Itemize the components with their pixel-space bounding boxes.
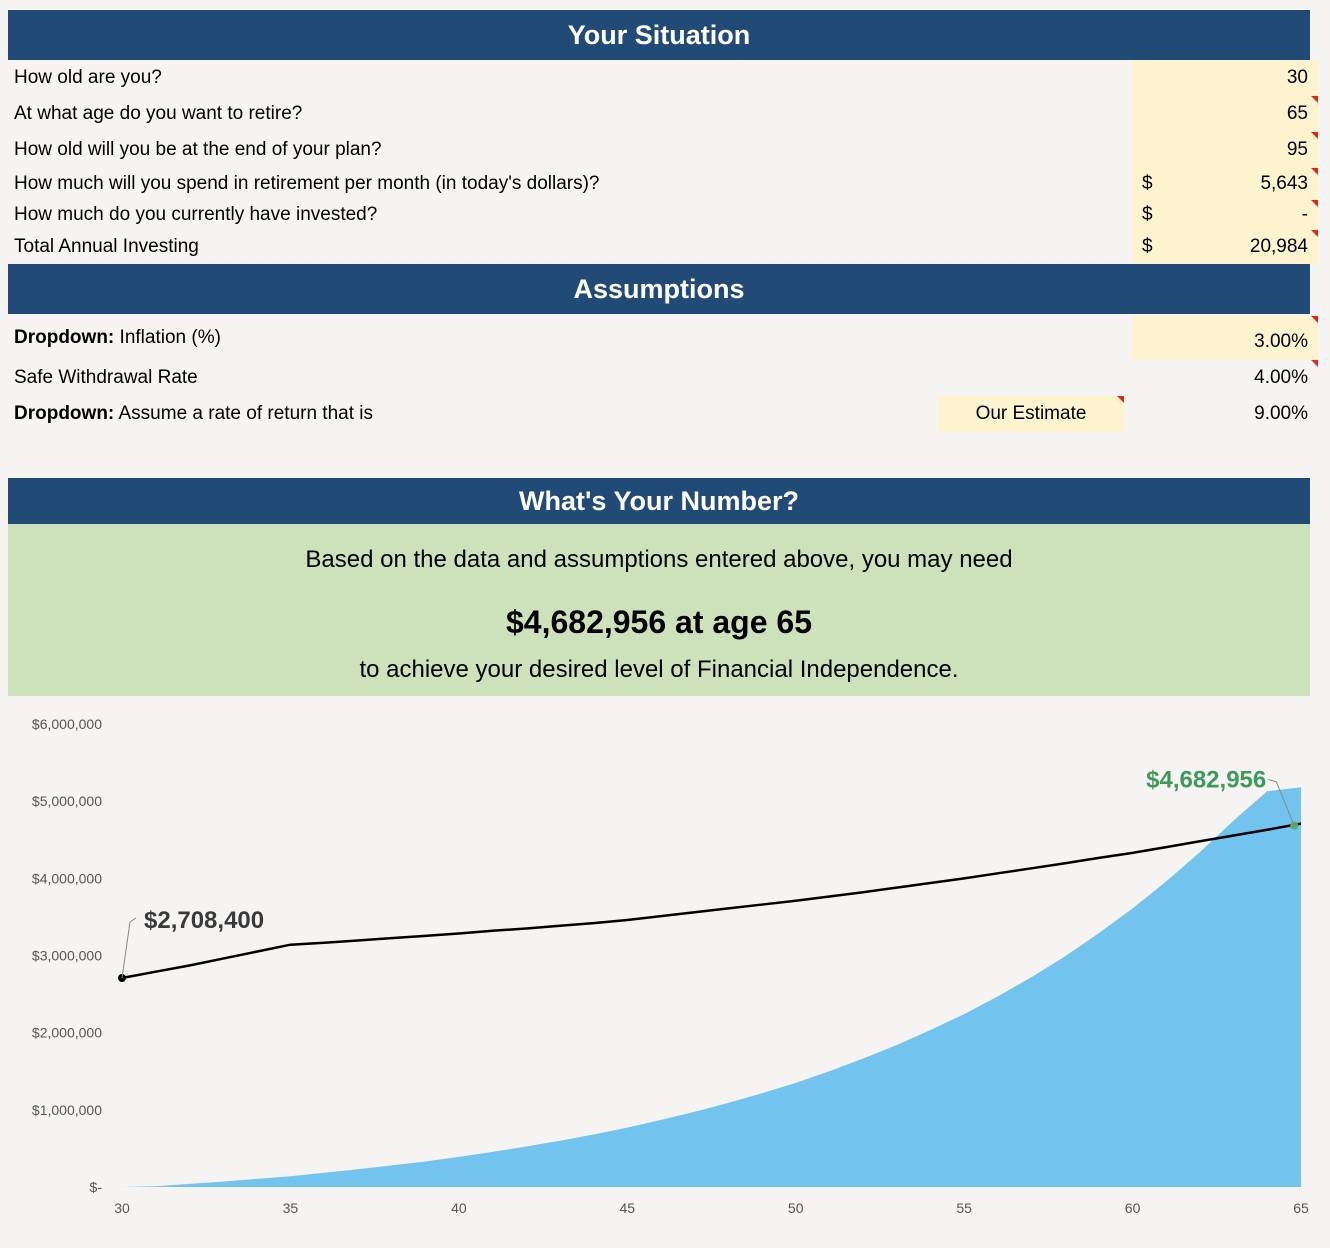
- number-header: What's Your Number?: [8, 478, 1310, 524]
- start-point: [118, 974, 126, 983]
- x-tick-label: 65: [1293, 1200, 1309, 1216]
- y-tick-label: $5,000,000: [32, 793, 102, 809]
- plan-end-value: 95: [1286, 139, 1308, 160]
- invested-value: -: [1301, 204, 1308, 225]
- question-label: How old will you be at the end of your p…: [14, 139, 382, 160]
- age-input[interactable]: 30: [1132, 60, 1318, 96]
- plan-end-input[interactable]: 95: [1132, 132, 1318, 168]
- x-tick-label: 35: [283, 1200, 299, 1216]
- x-tick-label: 45: [619, 1200, 635, 1216]
- y-tick-label: $-: [90, 1179, 103, 1195]
- x-tick-label: 50: [788, 1200, 804, 1216]
- withdrawal-value-cell: 4.00%: [1132, 360, 1318, 396]
- comment-flag-icon[interactable]: [1311, 316, 1318, 323]
- situation-row-plan-end: How old will you be at the end of your p…: [8, 132, 1318, 168]
- currency-symbol: $: [1142, 236, 1153, 257]
- number-title: What's Your Number?: [519, 485, 799, 516]
- x-tick-label: 55: [956, 1200, 972, 1216]
- result-line-1: Based on the data and assumptions entere…: [305, 546, 1013, 573]
- question-label: How much will you spend in retirement pe…: [14, 173, 600, 194]
- return-value-cell: 9.00%: [1132, 396, 1318, 432]
- result-panel: Based on the data and assumptions entere…: [8, 524, 1310, 696]
- question-label: Dropdown: Assume a rate of return that i…: [14, 403, 373, 425]
- y-tick-label: $1,000,000: [32, 1102, 102, 1118]
- comment-flag-icon[interactable]: [1117, 396, 1124, 403]
- comment-flag-icon[interactable]: [1311, 96, 1318, 103]
- x-tick-label: 60: [1125, 1200, 1141, 1216]
- question-label: Total Annual Investing: [14, 236, 199, 257]
- retire-age-value: 65: [1286, 103, 1308, 124]
- x-tick-label: 40: [451, 1200, 467, 1216]
- question-label: How much do you currently have invested?: [14, 204, 378, 225]
- return-dropdown[interactable]: Our Estimate: [938, 396, 1124, 432]
- assumption-row-withdrawal: Safe Withdrawal Rate 4.00%: [8, 360, 1318, 396]
- result-line-2: $4,682,956 at age 65: [505, 604, 812, 640]
- spend-input[interactable]: $ 5,643: [1132, 168, 1318, 200]
- start-leader-line: [121, 917, 137, 979]
- situation-row-retire-age: At what age do you want to retire? 65: [8, 96, 1318, 132]
- result-line-3: to achieve your desired level of Financi…: [359, 656, 959, 683]
- question-label: Safe Withdrawal Rate: [14, 367, 198, 388]
- retire-age-input[interactable]: 65: [1132, 96, 1318, 132]
- return-label: Assume a rate of return that is: [114, 403, 374, 424]
- y-tick-label: $2,000,000: [32, 1025, 102, 1041]
- comment-flag-icon[interactable]: [1311, 200, 1318, 207]
- y-tick-label: $4,000,000: [32, 870, 102, 886]
- situation-row-invested: How much do you currently have invested?…: [8, 200, 1318, 230]
- projection-chart: $- $1,000,000 $2,000,000 $3,000,000 $4,000,0…: [32, 716, 1309, 1216]
- target-leader-line: [1268, 779, 1295, 826]
- assumptions-title: Assumptions: [573, 273, 745, 304]
- assumptions-header: Assumptions: [8, 264, 1310, 314]
- inflation-label: Inflation (%): [114, 327, 221, 348]
- target-line: [121, 822, 1302, 980]
- y-tick-label: $3,000,000: [32, 948, 102, 964]
- annual-investing-value: 20,984: [1249, 236, 1308, 257]
- situation-row-annual: Total Annual Investing $ 20,984: [8, 230, 1318, 264]
- return-value: 9.00%: [1254, 403, 1308, 424]
- age-value: 30: [1286, 67, 1308, 88]
- comment-flag-icon[interactable]: [1311, 168, 1318, 175]
- situation-header: Your Situation: [8, 10, 1310, 60]
- currency-symbol: $: [1142, 204, 1153, 225]
- inflation-dropdown[interactable]: 3.00%: [1132, 316, 1318, 360]
- withdrawal-value: 4.00%: [1254, 367, 1308, 388]
- situation-title: Your Situation: [567, 19, 751, 50]
- inflation-value: 3.00%: [1254, 331, 1308, 352]
- assumption-row-inflation: Dropdown: Inflation (%) 3.00%: [8, 316, 1318, 360]
- question-label: At what age do you want to retire?: [14, 103, 303, 124]
- start-annotation-label: $2,708,400: [144, 907, 264, 934]
- x-tick-label: 30: [114, 1200, 130, 1216]
- target-annotation-label: $4,682,956: [1146, 767, 1266, 794]
- invested-input[interactable]: $ -: [1132, 200, 1318, 230]
- comment-flag-icon[interactable]: [1311, 230, 1318, 237]
- y-tick-label: $6,000,000: [32, 716, 102, 732]
- assumption-row-return: Dropdown: Assume a rate of return that i…: [8, 396, 1310, 432]
- comment-flag-icon[interactable]: [1311, 132, 1318, 139]
- dropdown-prefix: Dropdown:: [14, 327, 115, 348]
- question-label: How old are you?: [14, 67, 162, 88]
- dropdown-prefix: Dropdown:: [14, 403, 115, 424]
- situation-row-spend: How much will you spend in retirement pe…: [8, 168, 1318, 200]
- spend-value: 5,643: [1260, 173, 1308, 194]
- currency-symbol: $: [1142, 173, 1153, 194]
- return-option: Our Estimate: [975, 403, 1087, 424]
- annual-investing-input[interactable]: $ 20,984: [1132, 230, 1318, 264]
- comment-flag-icon[interactable]: [1311, 360, 1318, 367]
- portfolio-area: [122, 787, 1301, 1187]
- situation-row-age: How old are you? 30: [8, 60, 1318, 96]
- question-label: Dropdown: Inflation (%): [14, 327, 221, 349]
